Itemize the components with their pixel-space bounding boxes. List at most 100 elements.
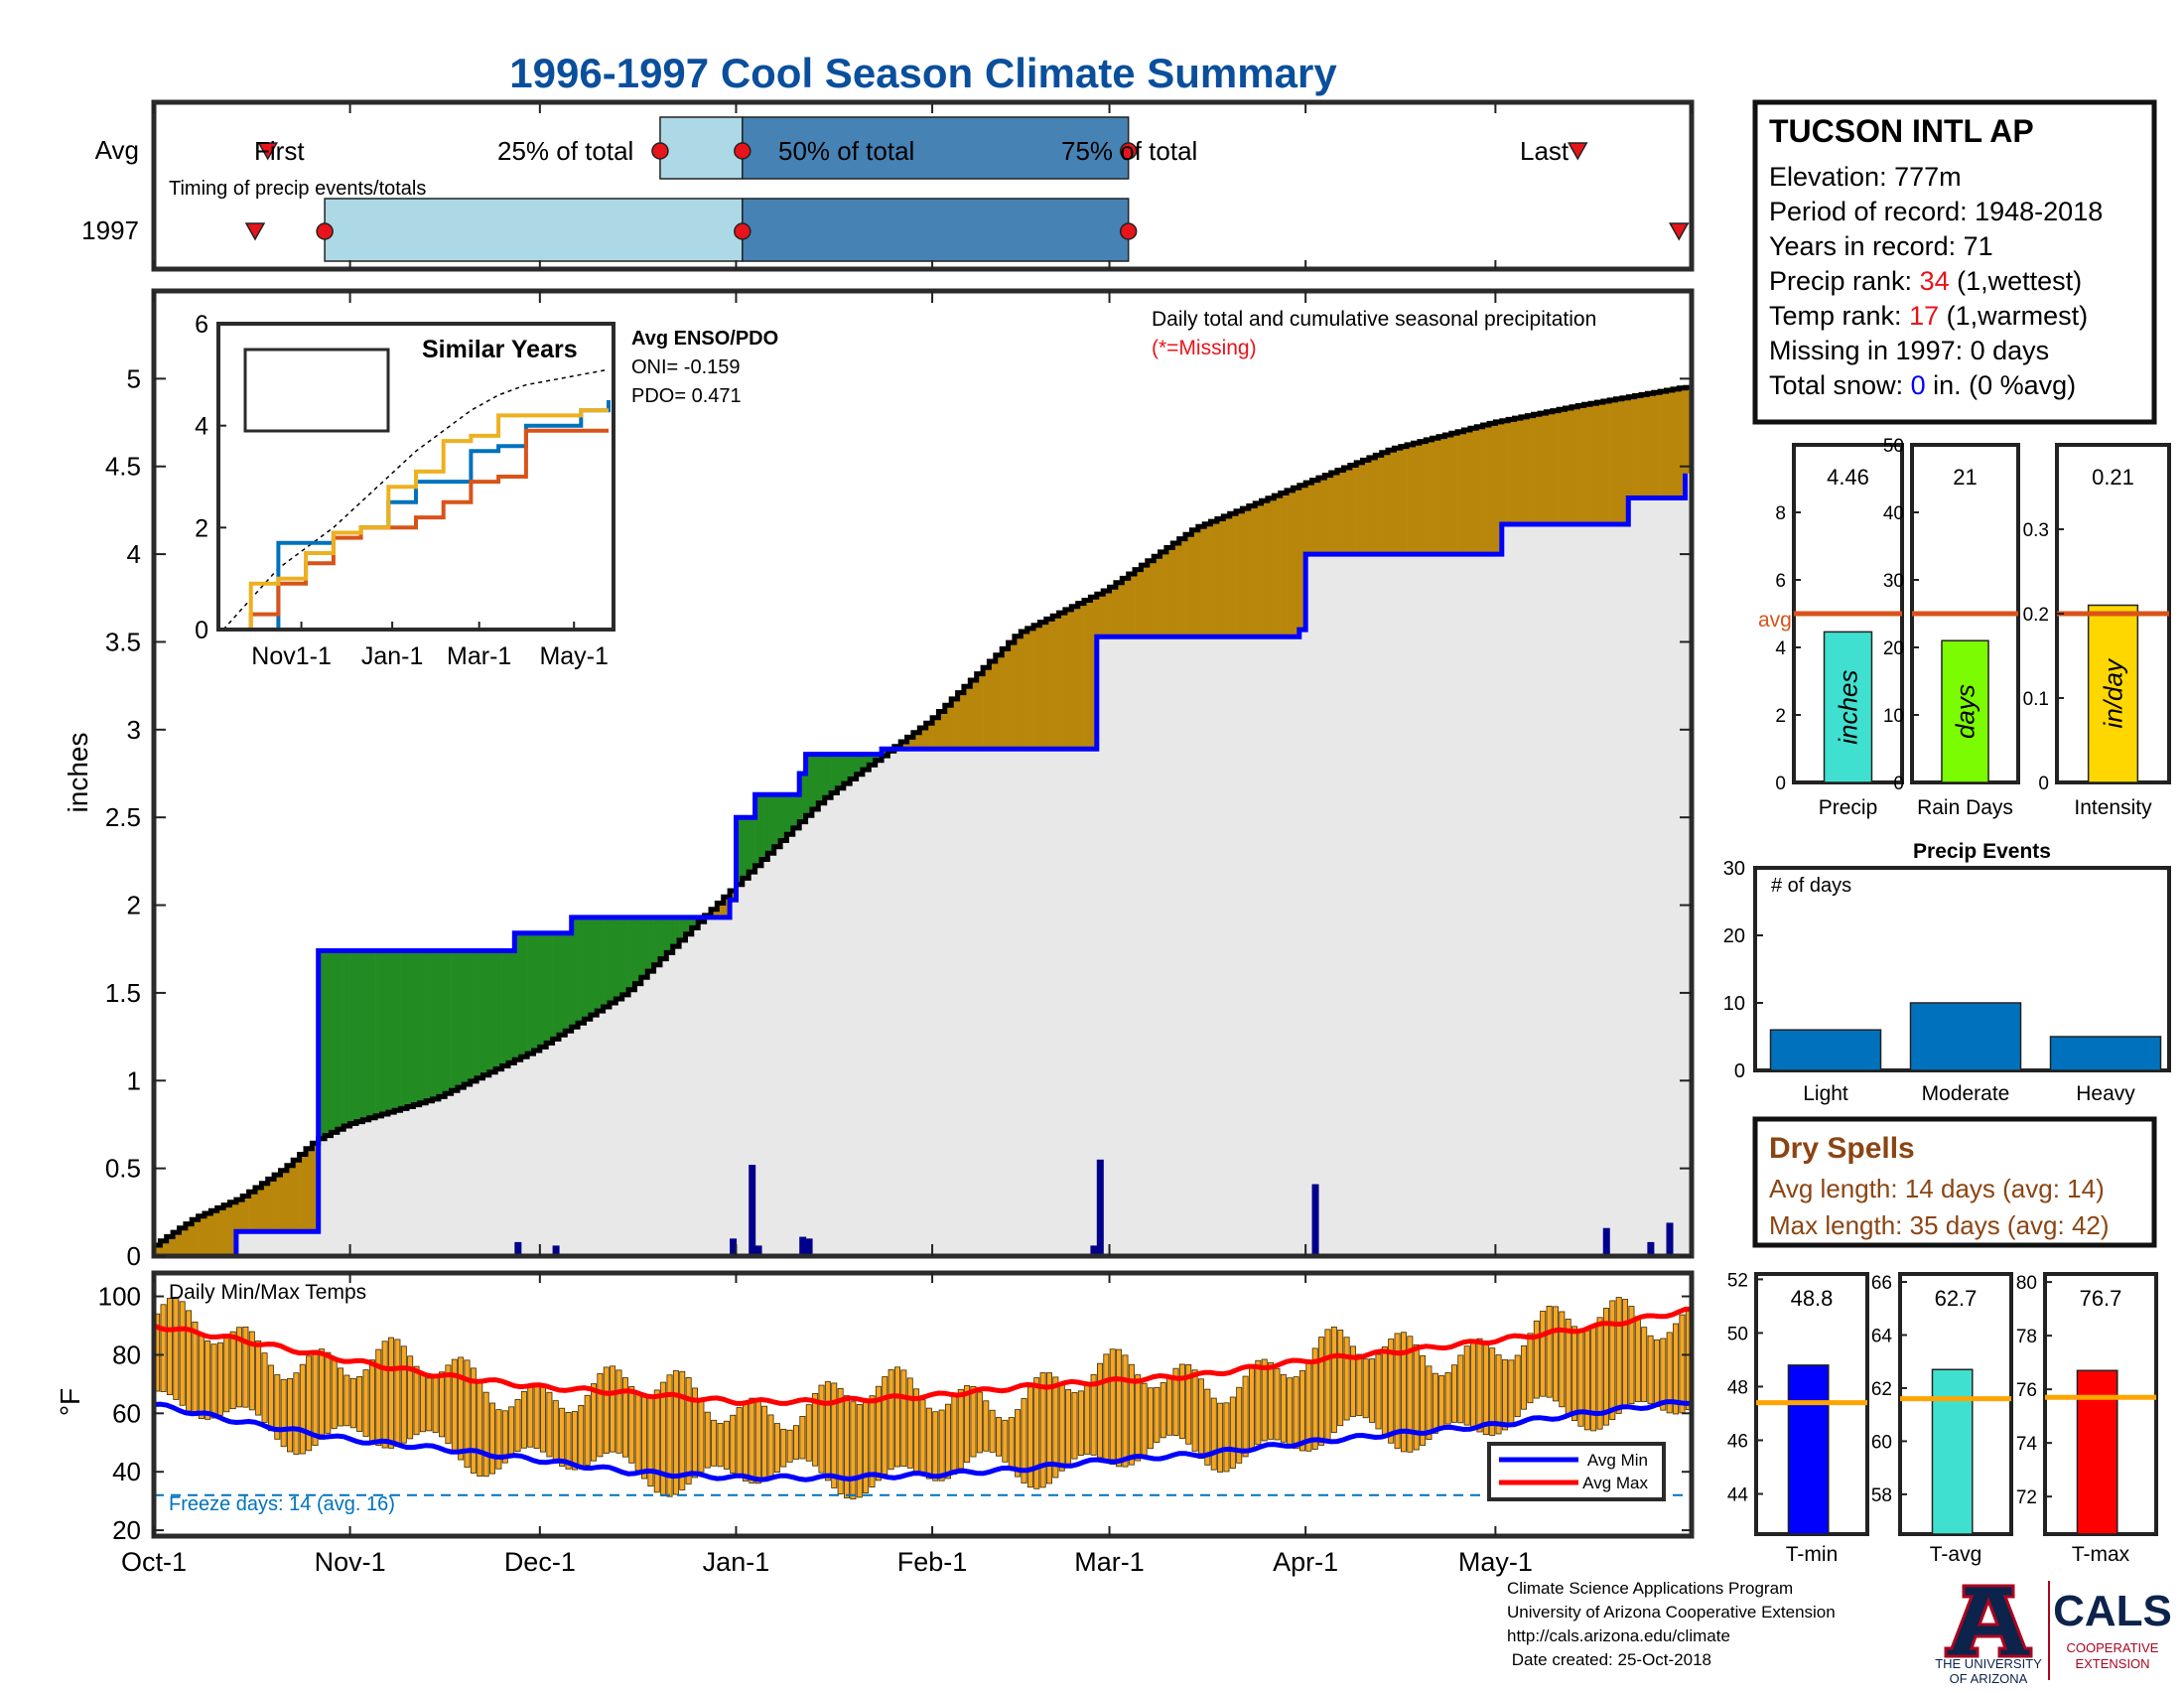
month-axis: Oct-1 Nov-1 Dec-1 Jan-1 Feb-1 Mar-1 Apr-1 May-1 <box>121 260 1533 1577</box>
precip-base-fill <box>862 770 870 1256</box>
daily-precip-bar-0 <box>514 1241 522 1256</box>
precip-base-fill <box>1679 497 1686 1256</box>
precip-base-fill <box>1653 497 1661 1256</box>
daily-temp-bar <box>1242 1375 1249 1458</box>
precip-deficit-fill <box>1463 430 1471 555</box>
daily-temp-bar <box>331 1358 338 1430</box>
precip-label: Precip <box>1819 796 1878 819</box>
precip-deficit-fill <box>1596 402 1604 525</box>
daily-temp-bar <box>906 1377 913 1469</box>
footer-line-3[interactable]: http://cals.arizona.edu/climate <box>1507 1626 1730 1645</box>
events-ytick-label: 0 <box>1734 1060 1745 1082</box>
timing-label-first: First <box>254 136 305 166</box>
inset-xtick-label-0: Nov1-1 <box>251 642 332 670</box>
daily-temp-bar <box>730 1414 737 1474</box>
daily-temp-bar <box>1223 1402 1230 1473</box>
daily-temp-bar <box>1033 1377 1040 1489</box>
precip-surplus-fill <box>640 917 648 978</box>
precip-base-fill <box>666 952 673 1256</box>
precip-surplus-fill <box>856 754 864 775</box>
precip-base-fill <box>698 921 705 1256</box>
precip-base-fill <box>983 749 990 1256</box>
precip-surplus-fill <box>647 917 654 972</box>
precip-base-fill <box>312 1231 320 1256</box>
precip-base-fill <box>1242 636 1250 1256</box>
daily-temp-bar <box>1248 1365 1255 1451</box>
daily-temp-bar <box>501 1410 508 1464</box>
daily-temp-bar <box>407 1355 414 1440</box>
precip-deficit-fill <box>235 1199 243 1232</box>
precip-deficit-fill <box>723 897 731 917</box>
temp-side-ytick-label: 64 <box>1871 1326 1893 1346</box>
precip-deficit-fill <box>983 667 990 750</box>
side-ytick-label: 10 <box>1883 706 1904 727</box>
daily-temp-bar <box>166 1298 173 1395</box>
precip-base-fill <box>299 1231 307 1256</box>
daily-precip-bar-10 <box>1647 1241 1655 1256</box>
precip-surplus-fill <box>597 917 604 1012</box>
precip-base-fill <box>1660 497 1667 1256</box>
temp-side-ytick-label: 80 <box>2016 1273 2037 1294</box>
month-label-4: Feb-1 <box>897 1547 968 1577</box>
precip-surplus-fill <box>495 950 502 1069</box>
precip-deficit-fill <box>1407 444 1414 555</box>
daily-temp-bar <box>1122 1354 1129 1468</box>
precip-base-fill <box>501 1065 509 1256</box>
side-ytick-label: 20 <box>1883 638 1904 659</box>
precip-deficit-fill <box>1324 475 1331 555</box>
daily-temp-bar <box>477 1379 483 1477</box>
daily-temp-bar <box>236 1327 243 1408</box>
daily-temp-bar <box>711 1419 718 1467</box>
precip-base-fill <box>824 797 832 1256</box>
station-precip-rank: Precip rank: 34 (1,wettest) <box>1769 266 2082 296</box>
station-elevation: Elevation: 777m <box>1769 162 1962 192</box>
daily-temp-bar <box>1103 1353 1110 1462</box>
precip-base-fill <box>691 927 699 1256</box>
precip-deficit-fill <box>1583 404 1591 525</box>
precip-base-fill <box>932 749 939 1256</box>
precip-base-fill <box>1071 749 1078 1256</box>
precip-deficit-fill <box>1077 603 1085 750</box>
daily-precip-bar-6 <box>1096 1159 1104 1256</box>
temp-side-ytick-label: 62 <box>1871 1379 1892 1400</box>
precip-base-fill <box>837 787 845 1256</box>
precip-ytick-label-8: 4 <box>127 539 141 569</box>
precip-surplus-fill <box>406 950 414 1107</box>
precip-base-fill <box>597 1011 604 1256</box>
precip-deficit-fill <box>1135 569 1142 637</box>
precip-base-fill <box>1064 749 1072 1256</box>
daily-temp-bar <box>844 1395 850 1498</box>
precip-deficit-fill <box>305 1148 313 1232</box>
precip-base-fill <box>893 749 901 1256</box>
precip-ytick-label-2: 1 <box>127 1065 141 1095</box>
rain-days-label: Rain Days <box>1917 796 2013 819</box>
precip-base-fill <box>1160 636 1167 1256</box>
precip-deficit-fill <box>1014 635 1022 750</box>
precip-base-fill <box>286 1231 294 1256</box>
precip-base-fill <box>507 1062 515 1256</box>
daily-temp-bar <box>540 1385 547 1453</box>
precip-deficit-fill <box>1052 616 1059 750</box>
precip-base-fill <box>1685 473 1693 1256</box>
daily-temp-bar <box>1046 1372 1052 1484</box>
daily-temp-bar <box>1641 1327 1648 1402</box>
daily-temp-bar <box>938 1409 945 1481</box>
legend-avg-max: Avg Max <box>1582 1474 1648 1492</box>
precip-deficit-fill <box>989 661 997 750</box>
daily-temp-bar <box>812 1392 819 1467</box>
precip-base-fill <box>843 783 851 1256</box>
precip-base-fill <box>1540 524 1547 1256</box>
daily-temp-bar <box>400 1345 407 1444</box>
precip-deficit-fill <box>1160 551 1167 637</box>
daily-temp-bar <box>1426 1365 1433 1441</box>
precip-deficit-fill <box>1109 587 1117 637</box>
precip-deficit-fill <box>1615 398 1623 525</box>
dry-spells-avg: Avg length: 14 days (avg: 14) <box>1769 1174 2105 1203</box>
daily-temp-bar <box>1204 1388 1211 1466</box>
daily-temp-bar <box>349 1377 356 1429</box>
precip-ytick-label-4: 2 <box>127 891 141 920</box>
precip-base-fill <box>571 1027 579 1256</box>
temp-side-ytick-label: 74 <box>2016 1434 2038 1455</box>
precip-surplus-fill <box>470 950 478 1081</box>
precip-base-fill <box>1311 554 1319 1256</box>
